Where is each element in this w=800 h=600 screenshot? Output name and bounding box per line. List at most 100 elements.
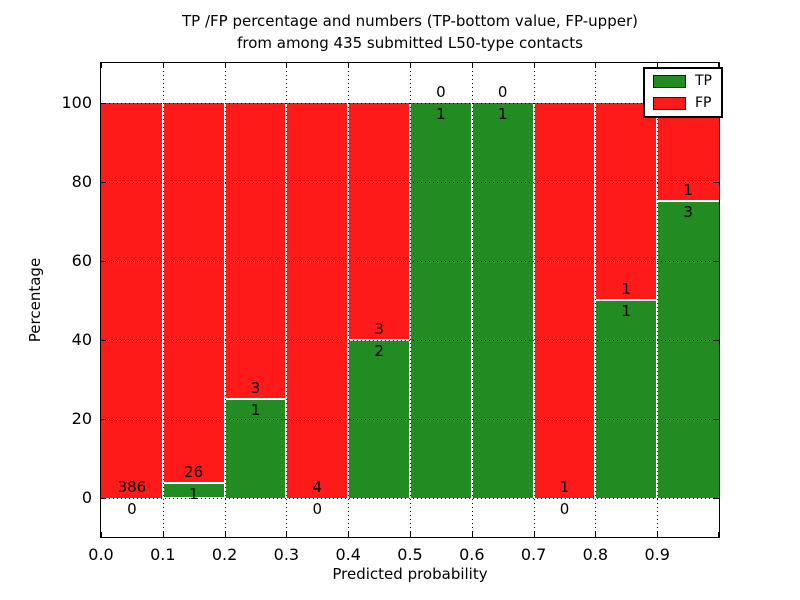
x-tick-mark — [718, 63, 719, 68]
legend-entry-label: FP — [695, 95, 712, 111]
plot-area: 386 0 26 1 3 1 4 0 3 2 0 1 0 1 1 0 1 1 1 3 — [100, 62, 720, 538]
x-tick-label: 0.6 — [459, 545, 485, 564]
x-tick-mark — [348, 532, 350, 537]
y-tick-mark — [101, 260, 106, 262]
y-tick-mark — [714, 418, 719, 420]
x-tick-label: 0.7 — [520, 545, 547, 564]
fp-count-label: 1 — [559, 477, 570, 496]
chart-title-line2: from among 435 submitted L50-type contac… — [237, 34, 583, 52]
legend-entry: FP — [653, 96, 712, 111]
tp-count-label: 1 — [250, 400, 261, 419]
y-tick-label: 40 — [71, 329, 92, 349]
tp-count-label: 1 — [436, 104, 446, 123]
x-tick-mark — [410, 532, 411, 537]
y-tick-mark — [714, 497, 719, 499]
x-tick-mark — [657, 532, 659, 537]
x-tick-mark — [657, 63, 659, 68]
vertical-gridline — [471, 63, 473, 537]
x-tick-mark — [224, 63, 226, 68]
tp-count-label: 0 — [559, 499, 570, 518]
x-tick-mark — [533, 63, 535, 68]
y-tick-label: 0 — [81, 487, 92, 507]
y-tick-mark — [714, 181, 719, 183]
tp-bar-segment — [162, 482, 225, 498]
legend-entry-label: TP — [695, 73, 712, 89]
x-tick-mark — [101, 63, 102, 68]
horizontal-gridline — [101, 339, 719, 341]
fp-count-label: 4 — [312, 477, 323, 496]
tp-count-label: 3 — [683, 203, 693, 222]
tp-legend-swatch — [653, 75, 686, 88]
tp-bar-segment — [471, 102, 534, 498]
y-tick-mark — [101, 181, 106, 183]
x-tick-label: 0.1 — [150, 545, 176, 564]
horizontal-gridline — [101, 418, 719, 420]
tp-bar-segment — [224, 398, 287, 498]
x-tick-mark — [595, 63, 597, 68]
y-tick-mark — [101, 339, 106, 341]
y-axis-label: Percentage — [26, 257, 44, 343]
fp-count-label: 3 — [250, 378, 261, 397]
x-tick-label: 0.8 — [582, 545, 609, 564]
fp-count-label: 0 — [436, 82, 446, 101]
horizontal-gridline — [101, 497, 719, 499]
fp-bar-segment — [657, 102, 719, 202]
x-tick-mark — [162, 532, 164, 537]
tp-count-label: 0 — [127, 499, 137, 518]
tp-count-label: 0 — [312, 499, 323, 518]
fp-bar-segment — [286, 102, 349, 498]
x-tick-mark — [471, 532, 473, 537]
y-tick-mark — [101, 418, 106, 420]
bar-boundary-edge — [657, 200, 719, 203]
tp-count-label: 2 — [374, 341, 384, 360]
fp-bar-segment — [595, 102, 658, 300]
x-tick-mark — [595, 532, 597, 537]
x-tick-label: 0.4 — [335, 545, 361, 564]
x-tick-mark — [471, 63, 473, 68]
x-tick-mark — [410, 63, 411, 68]
y-tick-mark — [101, 497, 106, 499]
tp-count-label: 1 — [188, 484, 199, 503]
y-tick-label: 80 — [71, 171, 92, 191]
fp-bar-segment — [533, 102, 596, 498]
vertical-gridline — [348, 63, 350, 537]
x-tick-label: 0.2 — [211, 545, 238, 564]
horizontal-gridline — [101, 102, 719, 104]
x-tick-label: 0.9 — [644, 545, 670, 564]
tp-count-label: 1 — [621, 302, 632, 320]
fp-legend-swatch — [653, 97, 686, 110]
y-tick-mark — [714, 260, 719, 262]
fp-bar-segment — [101, 102, 163, 498]
fp-count-label: 1 — [621, 280, 632, 298]
x-tick-mark — [101, 532, 102, 537]
tp-bar-segment — [410, 102, 472, 498]
x-tick-mark — [348, 63, 350, 68]
fp-count-label: 386 — [117, 477, 147, 496]
chart-title-line1: TP /FP percentage and numbers (TP-bottom… — [182, 12, 638, 30]
bar-boundary-edge — [595, 299, 658, 301]
fp-count-label: 1 — [683, 181, 693, 200]
fp-bar-segment — [348, 102, 410, 340]
y-tick-mark — [101, 102, 106, 104]
fp-count-label: 26 — [184, 462, 204, 481]
vertical-gridline — [595, 63, 597, 537]
bar-boundary-edge — [162, 481, 225, 484]
x-tick-mark — [286, 63, 288, 68]
vertical-gridline — [410, 63, 411, 537]
y-tick-label: 20 — [71, 408, 92, 428]
tp-count-label: 1 — [497, 104, 508, 123]
bar-boundary-edge — [224, 397, 287, 400]
fp-count-label: 3 — [374, 319, 384, 338]
vertical-gridline — [162, 63, 164, 537]
y-tick-label: 60 — [71, 250, 92, 270]
x-axis-label: Predicted probability — [332, 565, 488, 583]
vertical-gridline — [224, 63, 226, 537]
fp-count-label: 0 — [497, 82, 508, 101]
y-tick-label: 100 — [61, 92, 92, 112]
x-tick-label: 0.0 — [88, 545, 114, 564]
tp-bar-segment — [657, 201, 719, 498]
y-tick-mark — [714, 339, 719, 341]
legend: TP FP — [643, 67, 723, 118]
fp-bar-segment — [224, 102, 287, 399]
